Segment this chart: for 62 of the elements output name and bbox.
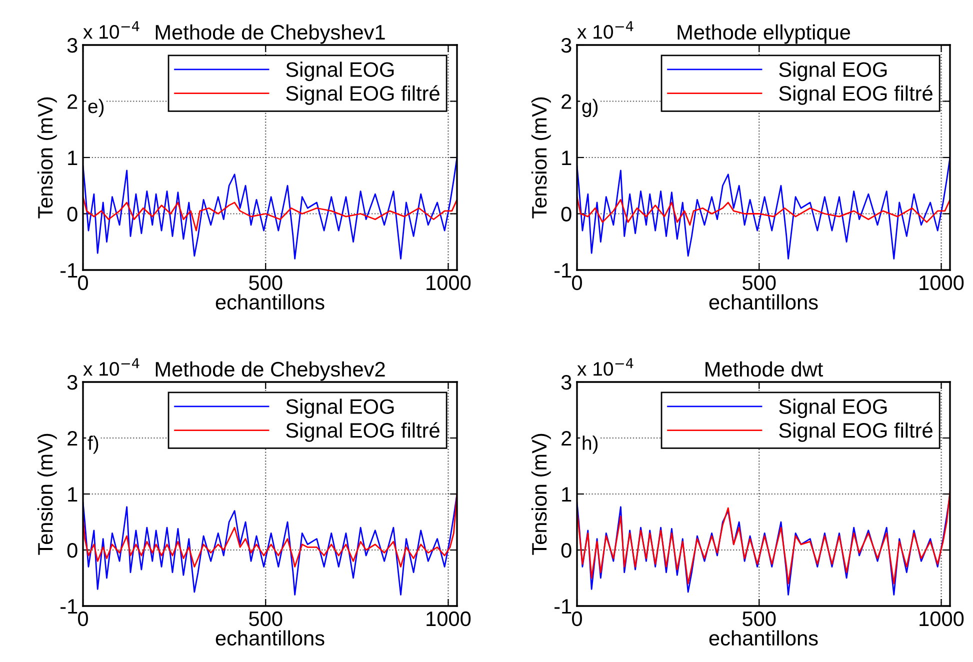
y-tick-label: -1	[60, 263, 78, 278]
x-tick-label: 1000	[920, 275, 964, 290]
y-tick-label: -1	[60, 599, 78, 614]
y-axis-title: Tension (mV)	[531, 434, 551, 555]
y-tick-label: 0	[561, 543, 572, 558]
legend-label: Signal EOG filtré	[286, 85, 440, 105]
x-tick-label: 500	[249, 275, 282, 290]
y-tick-label: 1	[562, 487, 572, 502]
legend-label: Signal EOG filtré	[779, 422, 932, 442]
x-tick-label: 1000	[426, 275, 471, 290]
legend-label: Signal EOG filtré	[779, 85, 932, 105]
annotation: h)	[582, 436, 598, 454]
text: x 10$^{−4}$	[577, 21, 634, 39]
chart-title: Methode dwt	[706, 361, 823, 377]
legend-label: Signal EOG	[779, 398, 887, 418]
x-axis-title: echantillons	[216, 294, 324, 310]
y-tick-label: 1	[68, 150, 78, 166]
annotation: f)	[88, 436, 98, 454]
y-tick-label: -1	[554, 599, 572, 614]
line-series	[577, 196, 950, 226]
y-tick-label: 2	[562, 94, 572, 109]
y-tick-label: -1	[554, 263, 572, 278]
y-tick-label: 3	[67, 375, 78, 390]
y-tick-label: 3	[561, 375, 572, 390]
x-tick-label: 500	[249, 611, 282, 626]
legend-label: Signal EOG	[286, 62, 394, 82]
chart-title: Methode de Chebyshev2	[156, 361, 385, 381]
annotation: g)	[582, 98, 598, 118]
y-tick-label: 0	[561, 206, 572, 222]
y-axis-title: Tension (mV)	[531, 97, 551, 218]
y-tick-label: 3	[67, 38, 78, 53]
text: x 10$^{−4}$	[577, 358, 634, 376]
y-tick-label: 2	[68, 431, 78, 446]
x-axis-title: echantillons	[216, 630, 324, 646]
x-tick-label: 500	[742, 611, 776, 626]
y-tick-label: 3	[561, 38, 572, 53]
x-tick-label: 0	[572, 611, 582, 626]
y-tick-label: 2	[68, 94, 78, 109]
legend-label: Signal EOG filtré	[286, 422, 440, 442]
y-axis-title: Tension (mV)	[37, 97, 57, 218]
x-tick-label: 1000	[426, 611, 471, 626]
y-tick-label: 0	[67, 206, 78, 222]
x-tick-label: 1000	[920, 611, 964, 626]
x-tick-label: 0	[78, 611, 88, 626]
x-axis-title: echantillons	[709, 630, 818, 646]
chart-title: Methode ellyptique	[678, 24, 850, 44]
line-series	[83, 196, 457, 232]
legend-label: Signal EOG	[286, 398, 394, 418]
y-tick-label: 0	[67, 543, 78, 558]
text: x 10$^{−4}$	[83, 358, 140, 376]
text: x 10$^{−4}$	[83, 21, 140, 39]
legend-label: Signal EOG	[779, 62, 887, 82]
y-tick-label: 1	[562, 150, 572, 166]
y-axis-title: Tension (mV)	[37, 434, 57, 555]
y-tick-label: 2	[562, 431, 572, 446]
annotation: e)	[88, 98, 104, 118]
x-tick-label: 0	[572, 275, 582, 290]
x-axis-title: echantillons	[709, 294, 818, 310]
chart-title: Methode de Chebyshev1	[156, 24, 385, 44]
y-tick-label: 1	[68, 487, 78, 502]
x-tick-label: 500	[742, 275, 776, 290]
x-tick-label: 0	[78, 275, 88, 290]
